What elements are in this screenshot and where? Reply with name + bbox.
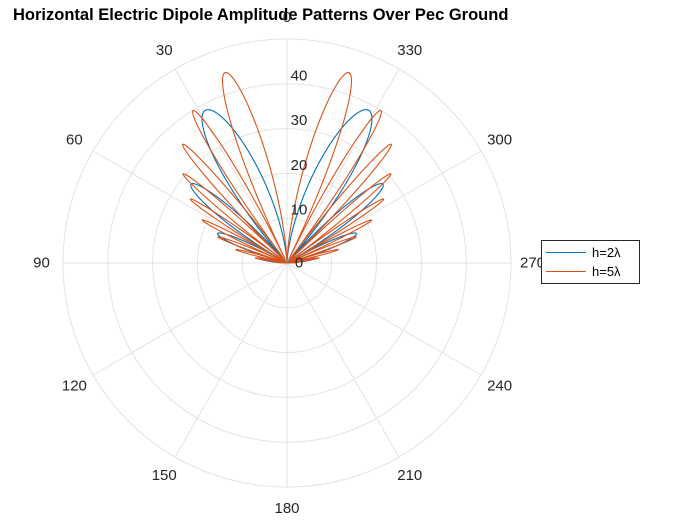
- angle-tick-label-300: 300: [487, 132, 512, 149]
- grid-spoke-330: [286, 68, 400, 264]
- legend: h=2λ h=5λ: [541, 240, 640, 284]
- angle-tick-label-150: 150: [152, 467, 177, 484]
- series-layer: [182, 72, 392, 264]
- grid-spoke-150: [174, 262, 288, 458]
- grid-spoke-120: [92, 262, 288, 376]
- angle-tick-label-0: 0: [283, 9, 291, 26]
- polar-grid: [62, 38, 512, 488]
- legend-swatch-2: [546, 271, 586, 272]
- angle-tick-label-90: 90: [33, 255, 50, 272]
- angle-tick-label-240: 240: [487, 377, 512, 394]
- legend-entry-2: h=5λ: [542, 262, 639, 281]
- angle-tick-label-330: 330: [397, 42, 422, 59]
- angle-tick-label-270: 270: [520, 255, 545, 272]
- label-layer: 0 30 60 90 120 150 180 210 240 270 300 330 0 10 20 30 40: [33, 9, 545, 517]
- legend-label-1: h=2λ: [592, 245, 621, 260]
- legend-entry-1: h=2λ: [542, 243, 639, 262]
- angle-tick-label-180: 180: [274, 500, 299, 517]
- angle-tick-label-60: 60: [66, 132, 83, 149]
- angle-tick-label-30: 30: [156, 42, 173, 59]
- grid-spoke-30: [174, 68, 288, 264]
- legend-label-2: h=5λ: [592, 264, 621, 279]
- radial-tick-label-10: 10: [291, 202, 308, 219]
- grid-spoke-240: [286, 262, 482, 376]
- grid-spoke-210: [286, 262, 400, 458]
- radial-tick-label-20: 20: [291, 157, 308, 174]
- angle-tick-label-120: 120: [62, 377, 87, 394]
- chart-title: Horizontal Electric Dipole Amplitude Pat…: [13, 6, 509, 24]
- radial-tick-label-40: 40: [291, 67, 308, 84]
- radial-tick-label-0: 0: [295, 255, 303, 272]
- legend-swatch-1: [546, 252, 586, 253]
- radial-tick-label-30: 30: [291, 112, 308, 129]
- angle-tick-label-210: 210: [397, 467, 422, 484]
- series-line-2: [182, 72, 392, 264]
